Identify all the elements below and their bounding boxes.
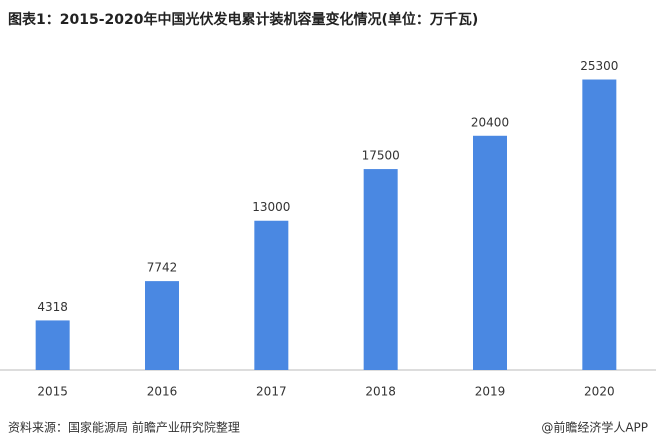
- bar: [363, 169, 398, 370]
- x-tick-label: 2019: [475, 385, 506, 399]
- value-label: 17500: [362, 149, 400, 163]
- x-tick-label: 2015: [37, 385, 68, 399]
- x-tick-label: 2020: [584, 385, 615, 399]
- bar: [145, 281, 179, 370]
- value-label: 20400: [471, 115, 509, 129]
- value-label: 4318: [37, 300, 68, 314]
- source: 资料来源：国家能源局 前瞻产业研究院整理: [8, 420, 240, 435]
- x-tick-label: 2016: [147, 385, 178, 399]
- x-tick-label: 2018: [365, 385, 396, 399]
- chart-title: 图表1：2015-2020年中国光伏发电累计装机容量变化情况(单位：万千瓦): [8, 11, 478, 28]
- value-label: 13000: [252, 200, 290, 214]
- value-label: 7742: [147, 261, 178, 275]
- credit: @前瞻经济学人APP: [541, 420, 648, 435]
- bar: [35, 320, 70, 370]
- bar: [473, 135, 507, 370]
- bar: [254, 220, 289, 370]
- value-label: 25300: [580, 59, 618, 73]
- x-tick-label: 2017: [256, 385, 287, 399]
- bar: [582, 79, 617, 370]
